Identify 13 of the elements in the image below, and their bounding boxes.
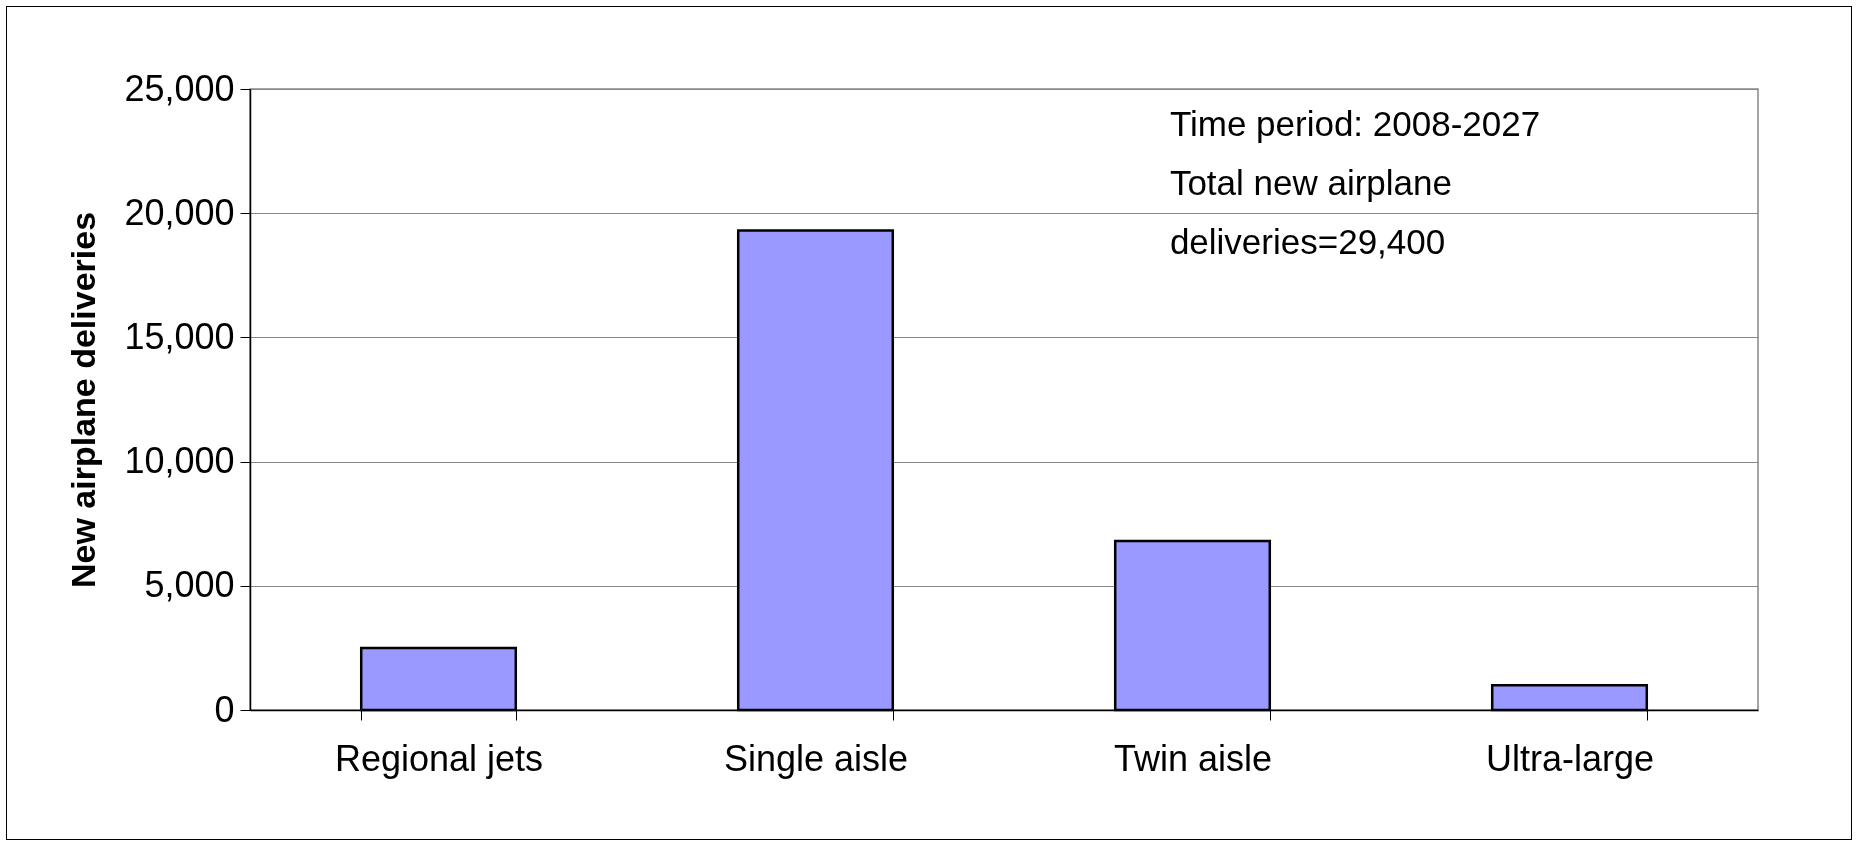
- x-tick-label: Regional jets: [334, 737, 544, 779]
- annotation: Time period: 2008-2027: [1169, 103, 1541, 143]
- annotation: Total new airplane deliveries=29,400: [1169, 162, 1453, 261]
- y-tick-label: 15,000: [124, 315, 235, 357]
- y-tick-label: 5,000: [144, 564, 235, 606]
- x-tick-label: Ultra-large: [1485, 737, 1655, 779]
- y-tick-label: 0: [214, 688, 235, 730]
- y-tick-label: 10,000: [124, 440, 235, 482]
- y-tick-label: 25,000: [124, 67, 235, 109]
- x-tick-label: Single aisle: [723, 737, 909, 779]
- x-tick-label: Twin aisle: [1113, 737, 1273, 779]
- y-axis-title: New airplane deliveries: [64, 211, 103, 589]
- y-tick-label: 20,000: [124, 191, 235, 233]
